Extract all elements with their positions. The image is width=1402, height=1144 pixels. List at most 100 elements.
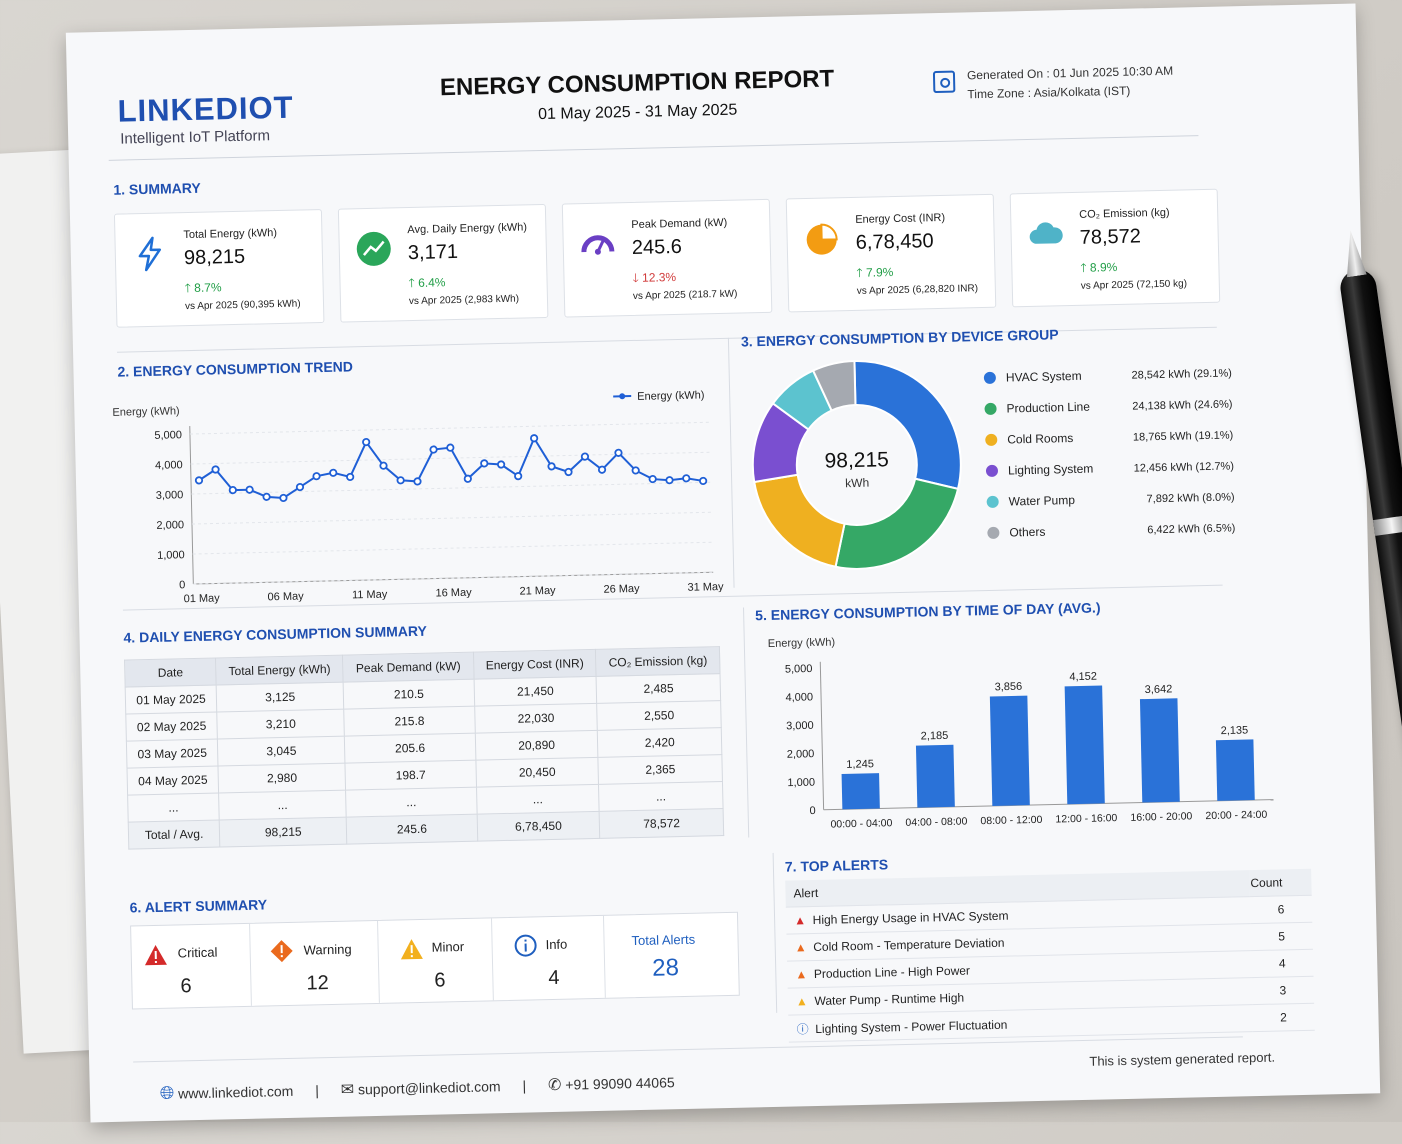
col-total-energy: Total Energy (kWh) bbox=[216, 655, 344, 685]
warning-icon: ▲ bbox=[795, 940, 807, 954]
legend-label: HVAC System bbox=[1006, 369, 1082, 385]
arrow-up-icon: 🡑 bbox=[1080, 261, 1090, 275]
y-tick-label: 1,000 bbox=[157, 549, 185, 562]
kpi-compare: vs Apr 2025 (218.7 kW) bbox=[633, 289, 738, 302]
energy-trend-chart: Energy (kWh)5,0004,0003,0002,0001,000001… bbox=[104, 370, 729, 606]
alert-count: 3 bbox=[1252, 976, 1315, 1004]
x-axis bbox=[824, 800, 1274, 810]
x-tick-label: 01 May bbox=[184, 592, 221, 605]
gridline bbox=[193, 542, 713, 554]
kpi-label: Avg. Daily Energy (kWh) bbox=[407, 221, 527, 236]
y-axis-label: Energy (kWh) bbox=[768, 636, 836, 650]
gridline bbox=[190, 422, 710, 434]
x-tick-label: 06 May bbox=[267, 591, 304, 604]
data-point bbox=[548, 463, 555, 470]
legend-value: 28,542 kWh (29.1%) bbox=[1131, 367, 1232, 381]
kpi-compare: vs Apr 2025 (90,395 kWh) bbox=[185, 299, 301, 313]
data-point bbox=[666, 477, 673, 484]
bar-value-label: 4,152 bbox=[1069, 671, 1097, 684]
x-tick-label: 16:00 - 20:00 bbox=[1130, 810, 1192, 823]
bar-1 bbox=[842, 773, 880, 809]
bar-value-label: 1,245 bbox=[846, 758, 874, 771]
footer-email[interactable]: support@linkediot.com bbox=[358, 1078, 501, 1097]
cell-total-energy: 98,215 bbox=[219, 817, 347, 847]
vertical-divider bbox=[728, 338, 735, 588]
footer-website[interactable]: www.linkediot.com bbox=[178, 1083, 293, 1102]
col-energy-cost: Energy Cost (INR) bbox=[473, 649, 596, 679]
data-point bbox=[615, 450, 622, 457]
cell-co2: ... bbox=[599, 782, 723, 812]
data-point bbox=[313, 473, 320, 480]
section-time-of-day-title: 5. ENERGY CONSUMPTION BY TIME OF DAY (AV… bbox=[755, 599, 1101, 623]
y-tick-label: 3,000 bbox=[156, 489, 184, 502]
section-trend-title: 2. ENERGY CONSUMPTION TREND bbox=[117, 358, 353, 379]
footer-note: This is system generated report. bbox=[1089, 1050, 1275, 1069]
kpi-change: 🡑 8.9% bbox=[1080, 258, 1117, 280]
alert-critical-count: 6 bbox=[180, 975, 192, 998]
cell-co2: 2,550 bbox=[597, 701, 721, 731]
col-peak-demand: Peak Demand (kW) bbox=[343, 652, 474, 682]
cell-cost: 21,450 bbox=[474, 676, 597, 706]
donut-slice-cold-rooms bbox=[754, 474, 845, 569]
vertical-divider-3 bbox=[773, 853, 778, 1013]
cell-date: 02 May 2025 bbox=[126, 712, 218, 741]
gridline bbox=[191, 482, 711, 494]
section-daily-title: 4. DAILY ENERGY CONSUMPTION SUMMARY bbox=[123, 623, 427, 646]
bar-4 bbox=[1065, 686, 1105, 805]
x-tick-label: 21 May bbox=[519, 585, 556, 598]
kpi-change: 🡑 7.9% bbox=[856, 263, 893, 285]
legend-marker bbox=[987, 527, 999, 539]
arrow-up-icon: 🡑 bbox=[184, 281, 194, 295]
mail-icon: ✉ bbox=[341, 1082, 355, 1099]
minor-alert-icon bbox=[399, 938, 423, 961]
data-point bbox=[246, 486, 253, 493]
legend-marker bbox=[984, 372, 996, 384]
data-point bbox=[599, 466, 606, 473]
legend-marker bbox=[986, 465, 998, 477]
y-tick-label: 0 bbox=[809, 805, 815, 817]
cell-peak: ... bbox=[346, 787, 477, 817]
alert-total-count: 28 bbox=[652, 954, 679, 983]
bar-value-label: 2,185 bbox=[921, 730, 949, 743]
bar-value-label: 3,856 bbox=[994, 681, 1022, 694]
col-count: Count bbox=[1249, 869, 1312, 897]
cell-cost: 20,890 bbox=[475, 730, 598, 760]
data-point bbox=[465, 475, 472, 482]
kpi-label: Total Energy (kWh) bbox=[183, 227, 277, 241]
time-zone: Time Zone : Asia/Kolkata (IST) bbox=[967, 81, 1174, 105]
footer-divider bbox=[133, 1036, 1243, 1062]
minor-alert-icon: ▲ bbox=[796, 994, 808, 1008]
brand-logo: LINKEDIOT bbox=[117, 90, 294, 130]
vertical-divider-2 bbox=[743, 608, 749, 838]
top-alerts-table: Alert Count ▲ High Energy Usage in HVAC … bbox=[785, 869, 1315, 1043]
data-point bbox=[380, 462, 387, 469]
kpi-value: 78,572 bbox=[1079, 225, 1141, 249]
data-point bbox=[280, 495, 287, 502]
data-point bbox=[481, 460, 488, 467]
bar-6 bbox=[1216, 739, 1255, 800]
alert-info: Info 4 bbox=[491, 916, 606, 1001]
y-tick-label: 5,000 bbox=[154, 429, 182, 442]
generation-info: Generated On : 01 Jun 2025 10:30 AM Time… bbox=[967, 62, 1174, 105]
kpi-change: 🡑 8.7% bbox=[184, 278, 221, 300]
x-tick-label: 16 May bbox=[435, 587, 472, 600]
gridline bbox=[191, 452, 711, 464]
data-point bbox=[297, 484, 304, 491]
x-tick-label: 31 May bbox=[687, 581, 724, 594]
alert-text: Cold Room - Temperature Deviation bbox=[813, 936, 1004, 954]
kpi-card-total-energy: Total Energy (kWh) 98,215 🡑 8.7% vs Apr … bbox=[114, 209, 325, 328]
alert-count: 4 bbox=[1251, 949, 1314, 977]
kpi-value: 245.6 bbox=[632, 236, 683, 260]
cell-peak: 198.7 bbox=[345, 760, 476, 790]
cell-date: ... bbox=[128, 793, 220, 822]
legend-marker bbox=[987, 496, 999, 508]
kpi-label: Peak Demand (kW) bbox=[631, 217, 727, 231]
alert-minor: Minor 6 bbox=[377, 918, 494, 1003]
info-icon: ⓘ bbox=[796, 1022, 808, 1036]
kpi-card-co2: CO₂ Emission (kg) 78,572 🡑 8.9% vs Apr 2… bbox=[1010, 189, 1221, 308]
brand-tagline: Intelligent IoT Platform bbox=[120, 127, 270, 147]
y-tick-label: 2,000 bbox=[156, 519, 184, 532]
critical-warning-icon bbox=[144, 944, 168, 967]
cloud-icon bbox=[1027, 215, 1064, 252]
footer-phone[interactable]: +91 99090 44065 bbox=[565, 1074, 675, 1092]
